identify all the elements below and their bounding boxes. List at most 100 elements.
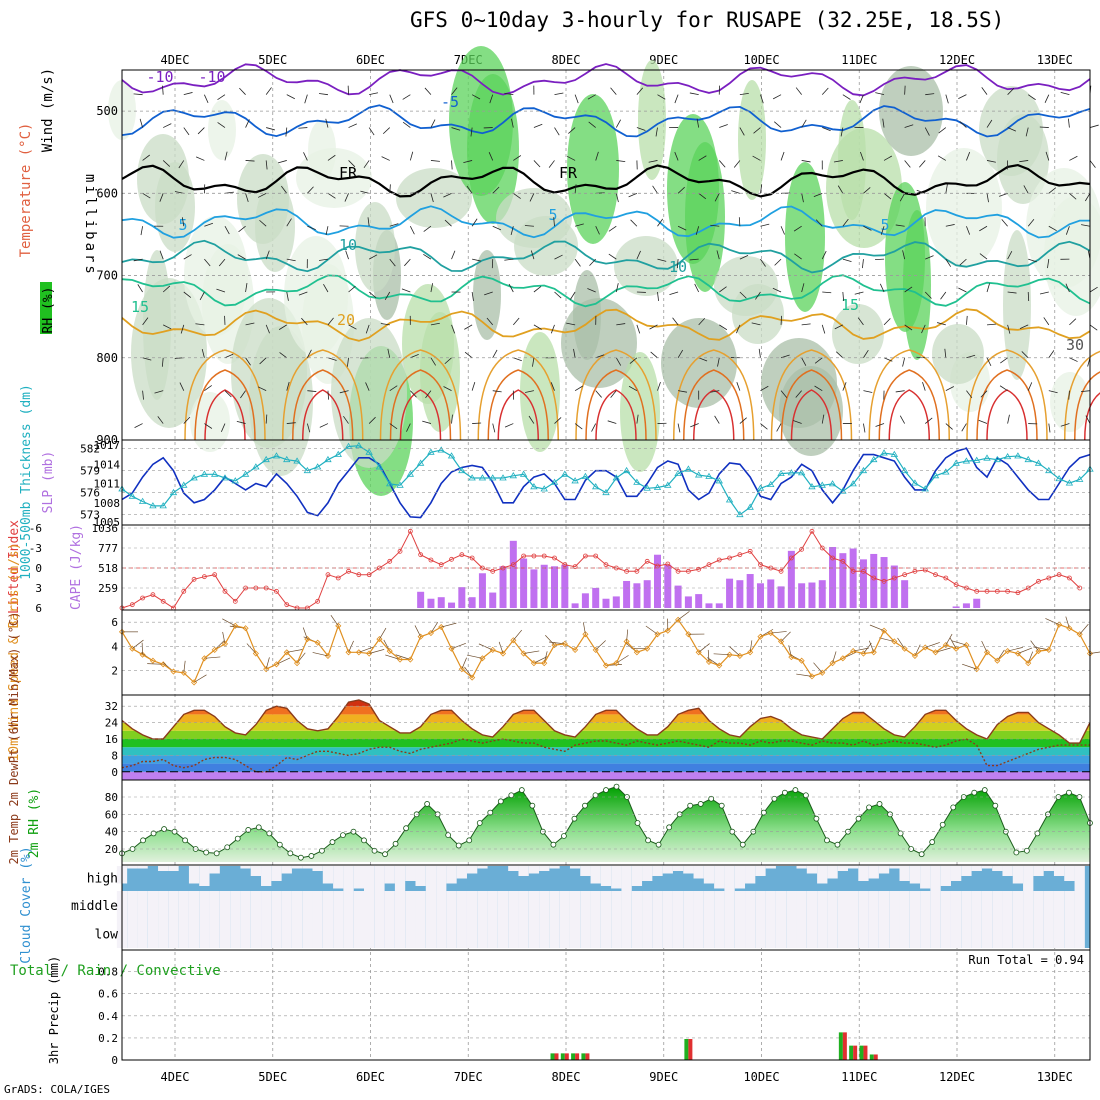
precip-total-bar: [838, 1032, 843, 1060]
rh-ylabel: 2m RH (%): [27, 788, 42, 858]
date-label-bottom: 12DEC: [939, 1070, 975, 1084]
isotherm-label: 10: [669, 258, 687, 276]
cloud-clear-cell: [353, 921, 364, 948]
wind-barb: [695, 226, 700, 235]
thickness-marker: [427, 448, 435, 455]
cloud-clear-cell: [271, 866, 282, 881]
thickness-marker: [509, 472, 518, 479]
wind-barb: [368, 127, 375, 136]
rh-shade: [237, 154, 289, 244]
rh-shade: [331, 318, 407, 468]
wind-barb: [801, 357, 807, 366]
rh-shade: [184, 216, 248, 336]
rh-marker: [455, 842, 462, 849]
wind-marker: [129, 645, 136, 652]
wind-barb: [466, 185, 473, 194]
cape-bar: [520, 558, 528, 608]
date-label-bottom: 11DEC: [841, 1070, 877, 1084]
rh-marker: [234, 835, 241, 842]
thickness-marker: [1014, 452, 1022, 459]
cloud-clear-cell: [312, 866, 323, 871]
cape-bar: [818, 580, 826, 608]
precip-total-bar: [859, 1045, 864, 1060]
wind-barb: [883, 318, 891, 326]
temp-band: [122, 755, 1090, 764]
thickness-marker: [973, 456, 981, 463]
wind-barb: [882, 118, 885, 128]
pressure-tick-label: 900: [96, 433, 118, 447]
wind-barb: [794, 253, 802, 260]
wind-marker: [510, 637, 517, 644]
thickness-marker: [190, 474, 198, 481]
cloud-clear-cell: [930, 921, 941, 948]
thickness-marker: [705, 472, 713, 479]
wind-barb: [345, 250, 349, 260]
thickness-marker: [715, 477, 723, 484]
pressure-tick-label: 500: [96, 104, 118, 118]
wind-barb-10m: [369, 649, 385, 654]
isotherm-label: 5: [548, 206, 557, 224]
wind-barb: [649, 324, 658, 330]
cloud-clear-cell: [786, 921, 797, 948]
precip-tick-label: 0.4: [98, 1010, 118, 1023]
wind-barb: [550, 324, 555, 334]
rh-shade: [573, 270, 601, 360]
wind-barb: [842, 291, 845, 302]
rh-marker: [929, 839, 936, 845]
thickness-marker: [1024, 455, 1032, 463]
wind-barb: [217, 122, 226, 128]
rh-shade: [932, 324, 984, 384]
wind-barb: [937, 155, 947, 161]
wind-barb: [717, 357, 720, 367]
wind-barb: [615, 119, 622, 128]
wind-barb: [986, 160, 996, 163]
cloud-clear-cell: [981, 866, 993, 869]
rh-shade: [473, 250, 501, 340]
isotherm-warm-loop: [868, 349, 950, 441]
lifted-index-marker: [603, 562, 609, 568]
wind-barb-10m: [914, 644, 921, 657]
wind-barb: [239, 87, 246, 95]
wind-barb: [528, 415, 535, 424]
rh-marker: [361, 837, 367, 844]
wind-barb: [1089, 124, 1099, 128]
thickness-marker: [870, 455, 878, 463]
wind-barb-10m: [770, 631, 787, 634]
lifted-index-marker: [438, 562, 444, 568]
cloud-clear-cell: [466, 921, 478, 948]
lifted-index-marker: [737, 552, 743, 558]
wind-barb: [1060, 423, 1070, 427]
wind-barb: [245, 283, 248, 293]
isotherm-warm-loop: [204, 389, 246, 441]
wind-barb-10m: [1027, 651, 1034, 664]
wind-barb-10m: [358, 646, 374, 653]
wind-barb-10m: [183, 660, 186, 673]
date-label-bottom: 7DEC: [454, 1070, 483, 1084]
wind-barb: [259, 219, 267, 227]
wind-barb: [183, 254, 192, 260]
isotherm-line: [121, 239, 1091, 274]
wind-barb: [492, 186, 500, 194]
thickness-ylabel: 1000-500mb Thickness (dm): [19, 384, 34, 580]
cloud-clear-cell: [384, 891, 395, 921]
wind-barb: [607, 420, 617, 424]
wind-barb: [1069, 318, 1077, 326]
wind-barb: [904, 160, 911, 168]
wind-barb: [286, 381, 290, 391]
wind-barb: [719, 286, 727, 293]
wind-barb: [698, 193, 707, 200]
cloud-clear-cell: [580, 891, 591, 921]
wind-barb: [738, 217, 741, 227]
temp-band: [122, 763, 1090, 772]
lifted-index-marker: [881, 578, 887, 584]
rh-marker: [603, 787, 609, 793]
cloud-clear-cell: [693, 891, 704, 921]
wind-barb-10m: [461, 657, 467, 670]
wind-barb: [793, 225, 802, 232]
cloud-clear-cell: [1074, 921, 1085, 948]
wind-barb: [755, 291, 761, 300]
wind-barb: [636, 87, 644, 95]
cloud-clear-cell: [394, 921, 406, 948]
wind-barb: [346, 357, 349, 367]
wind-barb: [921, 324, 926, 334]
